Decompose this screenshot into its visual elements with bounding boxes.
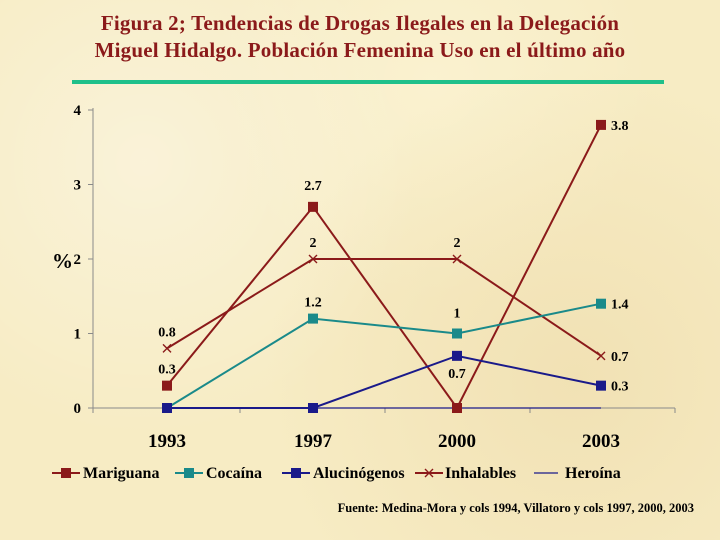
series-inhalables-marker	[596, 351, 606, 361]
series-mariguana-marker	[452, 403, 462, 413]
x-tick-label: 2000	[438, 431, 476, 452]
series-alucinógenos-marker	[452, 350, 462, 361]
data-label: 1.4	[611, 298, 629, 313]
data-label: 0.8	[158, 325, 176, 340]
y-tick-label: 4	[74, 103, 82, 119]
series-line-alucinógenos	[167, 354, 602, 409]
series-cocaína-marker	[308, 313, 318, 324]
data-label: 2.7	[304, 179, 322, 194]
legend-mariguana-marker	[61, 468, 71, 478]
data-label: 3.8	[611, 119, 629, 134]
chart-title-line-1: Figura 2; Tendencias de Drogas Ilegales …	[100, 11, 620, 35]
series-alucinógenos-marker	[308, 403, 318, 413]
y-tick-label: 1	[74, 327, 82, 343]
data-label: 2	[310, 236, 317, 251]
series-inhalables-marker	[162, 343, 172, 353]
series-line-inhalables	[166, 258, 602, 357]
legend-label-mariguana: Mariguana	[83, 465, 159, 482]
title-underline	[72, 80, 664, 84]
chart-title-line-2: Miguel Hidalgo. Población Femenina Uso e…	[94, 38, 626, 62]
data-label: 0.3	[611, 380, 629, 395]
legend-cocaína-marker	[184, 468, 194, 478]
data-label: 1	[454, 307, 461, 322]
series-mariguana-marker	[308, 201, 318, 212]
data-label: 0.7	[448, 367, 466, 382]
series-line-mariguana	[166, 124, 602, 410]
series-alucinógenos-marker	[162, 403, 172, 413]
data-label: 0.3	[158, 363, 176, 378]
legend-label-alucinógenos: Alucinógenos	[313, 465, 405, 482]
x-tick-label: 1997	[294, 431, 333, 452]
y-tick-label: 3	[74, 178, 82, 194]
y-axis-label: %	[52, 249, 73, 273]
chart-title: Figura 2; Tendencias de Drogas Ilegales …	[0, 10, 720, 64]
series-mariguana-marker	[596, 119, 606, 130]
series-line-cocaína	[166, 302, 602, 409]
data-label: 0.7	[611, 350, 629, 365]
series-mariguana-marker	[162, 380, 172, 391]
legend-label-heroína: Heroína	[565, 465, 621, 482]
data-label: 2	[454, 236, 461, 251]
legend-inhalables-marker	[424, 468, 434, 478]
series-inhalables-marker	[308, 254, 318, 264]
x-tick-label: 1993	[148, 431, 186, 452]
y-tick-label: 2	[74, 252, 82, 268]
legend-label-cocaína: Cocaína	[206, 465, 262, 482]
source-note: Fuente: Medina-Mora y cols 1994, Villato…	[337, 501, 694, 515]
data-label: 1.2	[304, 296, 322, 311]
legend-label-inhalables: Inhalables	[445, 465, 516, 482]
series-alucinógenos-marker	[596, 380, 606, 391]
legend-alucinógenos-marker	[291, 468, 301, 478]
series-cocaína-marker	[452, 328, 462, 339]
x-tick-label: 2003	[582, 431, 620, 452]
series-inhalables-marker	[452, 254, 462, 264]
series-cocaína-marker	[596, 298, 606, 309]
y-tick-label: 0	[74, 401, 82, 417]
